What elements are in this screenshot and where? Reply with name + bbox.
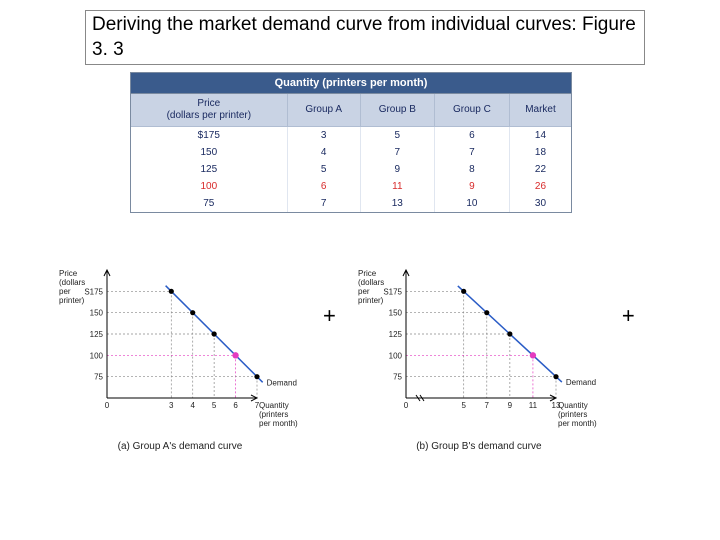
- svg-text:(dollars: (dollars: [59, 278, 85, 287]
- table-row: 757131030: [131, 195, 571, 212]
- table-row: 12559822: [131, 161, 571, 178]
- svg-text:75: 75: [94, 373, 103, 382]
- svg-text:per: per: [358, 287, 370, 296]
- svg-text:Demand: Demand: [267, 378, 297, 387]
- table-col-header: Group A: [287, 94, 360, 127]
- table-title: Quantity (printers per month): [131, 73, 571, 94]
- svg-text:0: 0: [404, 401, 409, 410]
- svg-text:7: 7: [484, 401, 489, 410]
- svg-text:125: 125: [389, 330, 403, 339]
- table-col-header: Market: [509, 94, 571, 127]
- svg-text:S175: S175: [84, 287, 103, 296]
- svg-text:4: 4: [190, 401, 195, 410]
- chart-a: S17515012510075034567DemandPrice(dollars…: [55, 260, 305, 452]
- svg-text:5: 5: [461, 401, 466, 410]
- demand-table: Quantity (printers per month) Price(doll…: [130, 72, 572, 213]
- svg-text:Price: Price: [358, 269, 377, 278]
- svg-text:5: 5: [212, 401, 217, 410]
- chart-b: S1751501251007505791113DemandPrice(dolla…: [354, 260, 604, 452]
- charts-row: S17515012510075034567DemandPrice(dollars…: [55, 260, 653, 452]
- svg-text:per month): per month): [259, 419, 298, 428]
- svg-text:Quantity: Quantity: [259, 401, 289, 410]
- svg-text:0: 0: [105, 401, 110, 410]
- chart-a-caption: (a) Group A's demand curve: [55, 441, 305, 452]
- plus-icon: +: [323, 303, 336, 329]
- slide-title: Deriving the market demand curve from in…: [85, 10, 645, 65]
- svg-text:printer): printer): [59, 296, 85, 305]
- svg-text:per month): per month): [558, 419, 597, 428]
- svg-text:11: 11: [529, 401, 538, 410]
- svg-text:100: 100: [90, 351, 104, 360]
- svg-text:(dollars: (dollars: [358, 278, 384, 287]
- plus-icon: +: [622, 303, 635, 329]
- svg-text:S175: S175: [383, 287, 402, 296]
- table-body: Price(dollars per printer)Group AGroup B…: [131, 94, 571, 212]
- svg-text:6: 6: [233, 401, 238, 410]
- svg-text:100: 100: [389, 351, 403, 360]
- svg-text:75: 75: [393, 373, 402, 382]
- table-row: $17535614: [131, 127, 571, 145]
- table-row: 15047718: [131, 144, 571, 161]
- svg-text:Price: Price: [59, 269, 78, 278]
- svg-text:9: 9: [507, 401, 512, 410]
- table-col-header: Price(dollars per printer): [131, 94, 287, 127]
- svg-text:3: 3: [169, 401, 174, 410]
- table-col-header: Group B: [360, 94, 434, 127]
- table-col-header: Group C: [434, 94, 509, 127]
- svg-text:printer): printer): [358, 296, 384, 305]
- svg-text:125: 125: [90, 330, 104, 339]
- table-row: 100611926: [131, 178, 571, 195]
- svg-text:Quantity: Quantity: [558, 401, 588, 410]
- svg-text:150: 150: [389, 309, 403, 318]
- chart-b-caption: (b) Group B's demand curve: [354, 441, 604, 452]
- svg-text:150: 150: [90, 309, 104, 318]
- svg-text:Demand: Demand: [566, 378, 596, 387]
- svg-text:(printers: (printers: [259, 410, 288, 419]
- svg-text:(printers: (printers: [558, 410, 587, 419]
- svg-text:per: per: [59, 287, 71, 296]
